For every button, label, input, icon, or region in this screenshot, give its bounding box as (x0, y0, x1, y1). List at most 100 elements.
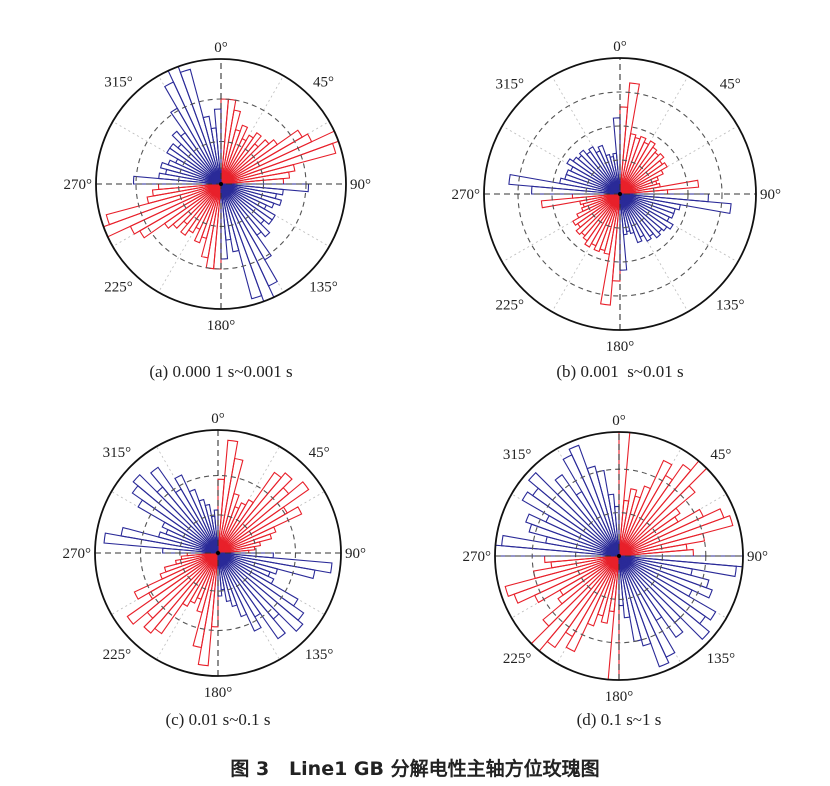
rose-bar (593, 193, 621, 253)
caption-b: (b) 0.001 s~0.01 s (556, 362, 684, 381)
angle-label: 225° (503, 651, 532, 667)
rose-bar (220, 183, 240, 253)
angle-label: 180° (207, 318, 236, 334)
rose-bar (618, 555, 711, 641)
rose-bar (220, 109, 242, 185)
rose-bar (603, 193, 621, 255)
outer-circle (94, 429, 342, 677)
rose-bar (527, 471, 620, 557)
caption-c: (c) 0.01 s~0.1 s (165, 710, 271, 729)
rose-bar (217, 552, 262, 632)
caption-a: (a) 0.000 1 s~0.001 s (149, 362, 293, 381)
rose-bar (508, 173, 621, 195)
rose-bar (619, 135, 647, 195)
rose-bar (599, 193, 621, 306)
rose-bar (217, 552, 279, 575)
rose-bar (619, 133, 637, 195)
rose-bar (180, 183, 222, 236)
rose-bar (605, 153, 621, 195)
rose-panel-d: 0° 45° 90° 135° 180° 225° 270° 315° (463, 413, 769, 705)
rose-bar (167, 159, 222, 185)
rose-bar (501, 534, 620, 557)
rose-bar (600, 555, 620, 624)
rose-bar (193, 183, 222, 244)
rose-panel-a: 0° 45° 90° 135° 180° 225° 270° 315° (64, 40, 372, 334)
rose-bar (120, 526, 219, 554)
rose-bar (618, 488, 638, 557)
rose-bar (220, 171, 291, 185)
center-dot (618, 192, 622, 196)
outer-circle (494, 431, 744, 681)
rose-bar (557, 555, 620, 605)
rose-bar (618, 555, 670, 668)
rose-bar (580, 193, 621, 212)
rose-bar (220, 183, 275, 209)
figure-title: 图 3 Line1 GB 分解电性主轴方位玫瑰图 (230, 758, 600, 780)
rose-bar (619, 146, 658, 195)
rose-bar (217, 472, 293, 554)
rose-bar (576, 193, 621, 219)
center-dot (219, 182, 223, 186)
rose-bar (217, 439, 239, 554)
rose-bar (566, 158, 621, 195)
rose-bar (213, 509, 219, 554)
rose-bar (217, 457, 244, 554)
angle-label: 45° (309, 445, 330, 461)
center-dot (617, 554, 621, 558)
angle-label: 180° (606, 339, 635, 355)
rose-bar (217, 552, 238, 608)
rose-bar (217, 552, 232, 603)
angle-label: 45° (313, 74, 334, 90)
rose-bar (217, 492, 240, 554)
angle-label: 315° (103, 445, 132, 461)
rose-bar (588, 146, 621, 195)
rose-bar (554, 473, 620, 557)
angle-label: 225° (103, 647, 132, 663)
angle-label: 315° (503, 447, 532, 463)
rose-bar (220, 183, 263, 300)
rose-bar (618, 555, 684, 639)
rose-bar (220, 183, 283, 207)
rose-bar (584, 193, 621, 248)
rose-bar (204, 503, 219, 554)
angle-label: 0° (612, 413, 626, 429)
rose-bar (619, 193, 635, 235)
angle-label: 90° (747, 549, 768, 565)
rose-bar (619, 162, 668, 195)
rose-bar (586, 465, 620, 557)
angle-label: 90° (345, 546, 366, 562)
rose-panel-b: 0° 45° 90° 135° 180° 225° 270° 315° (452, 39, 782, 355)
rose-bar (192, 552, 219, 649)
rose-bar (180, 552, 219, 561)
rose-bar (220, 183, 284, 196)
rose-bar (132, 473, 219, 554)
caption-d: (d) 0.1 s~1 s (576, 710, 662, 729)
rose-bar (157, 531, 219, 554)
rose-bar (159, 552, 219, 580)
angle-label: 270° (452, 187, 481, 203)
angle-label: 225° (495, 297, 524, 313)
rose-bar (619, 193, 675, 219)
rose-bar (619, 193, 681, 211)
rose-bar (163, 552, 219, 573)
rose-bar (158, 172, 222, 185)
rose-bar (619, 176, 660, 195)
rose-bar (150, 466, 219, 554)
rose-bar (619, 193, 643, 244)
rose-bar (521, 491, 620, 557)
rose-bar (619, 193, 628, 271)
rose-bar (540, 193, 621, 209)
rose-bar (618, 485, 696, 557)
angle-label: 135° (716, 297, 745, 313)
rose-bar (619, 169, 664, 195)
rose-bar (174, 552, 219, 565)
angle-label: 135° (707, 651, 736, 667)
rose-bar (103, 532, 219, 554)
angle-label: 180° (204, 685, 233, 701)
rose-bar (220, 124, 249, 185)
rose-bar (217, 552, 333, 574)
angle-label: 180° (605, 689, 634, 705)
rose-bar (151, 183, 222, 197)
rose-bar (126, 552, 219, 625)
